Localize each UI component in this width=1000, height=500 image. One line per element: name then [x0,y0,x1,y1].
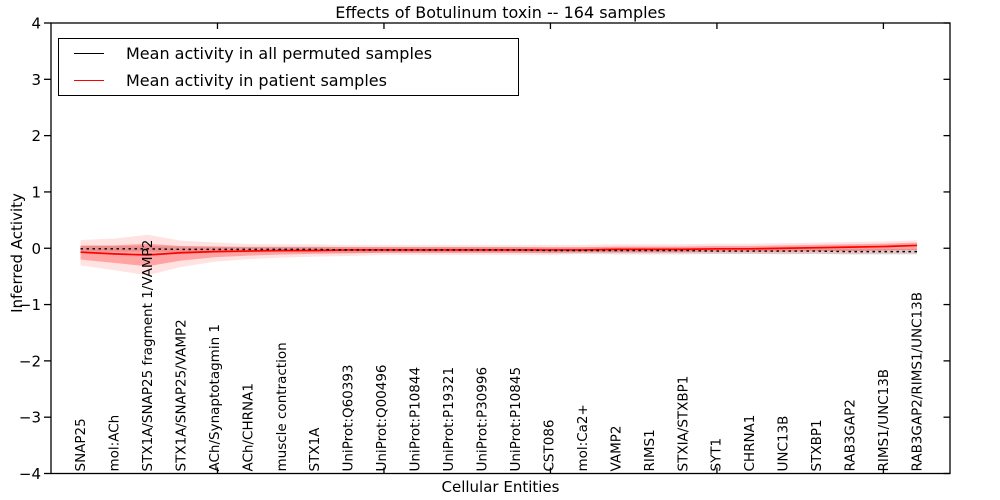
x-tick-label: SNAP25 [73,418,89,471]
y-tick-label: −2 [19,352,41,370]
y-tick-label: 0 [31,240,41,258]
x-tick-label: STX1A/SNAP25/VAMP2 [173,319,189,471]
x-tick-label: UniProt:P30996 [475,367,491,472]
x-tick-label: STXIA/STXBP1 [675,376,691,472]
x-tick-label: UNC13B [776,416,792,472]
legend: Mean activity in all permuted samples Me… [58,38,519,96]
y-axis-label: Inferred Activity [8,193,26,313]
patient-mean-line [80,244,918,256]
x-tick-label: mol:ACh [106,415,122,472]
legend-line-black-icon [74,52,104,54]
x-tick-label: muscle contraction [274,342,290,471]
x-tick-label: UniProt:P10844 [408,367,424,472]
chart-title: Effects of Botulinum toxin -- 164 sample… [335,3,666,22]
legend-item-permuted: Mean activity in all permuted samples [59,40,518,66]
y-tick-label: −3 [19,409,41,427]
y-tick-label: −1 [19,296,41,314]
y-tick-label: 4 [31,15,41,33]
x-tick-label: UniProt:Q60393 [341,364,357,471]
x-tick-label: STXBP1 [809,419,825,471]
legend-label-permuted: Mean activity in all permuted samples [126,43,433,63]
x-tick-label: RAB3GAP2 [843,399,859,471]
legend-line-red-icon [74,80,104,82]
x-tick-label: STX1A [307,427,323,472]
y-tick-label: −4 [19,465,41,483]
x-axis-label: Cellular Entities [441,478,560,496]
x-tick-label: ACh/CHRNA1 [240,383,256,471]
x-tick-label: STX1A/SNAP25 fragment 1/VAMP2 [140,240,156,472]
x-tick-label: mol:Ca2+ [575,404,591,471]
x-tick-label: VAMP2 [608,426,624,472]
patient-outer-band [80,234,917,276]
y-tick-label: 1 [31,183,41,201]
x-tick-label: RIMS1 [642,429,658,471]
legend-label-patient: Mean activity in patient samples [126,71,387,91]
x-tick-label: CST086 [541,419,557,471]
x-tick-label: UniProt:P10845 [508,367,524,472]
y-tick-label: 2 [31,127,41,145]
x-tick-label: UniProt:Q00496 [374,364,390,471]
x-tick-label: SYT1 [709,438,725,472]
legend-item-patient: Mean activity in patient samples [59,68,518,94]
x-tick-label: RAB3GAP2/RIMS1/UNC13B [910,292,926,471]
permuted-mean-line [80,248,917,253]
x-tick-label: CHRNA1 [742,415,758,472]
x-tick-label: RIMS1/UNC13B [876,369,892,472]
y-tick-label: 3 [31,71,41,89]
x-tick-label: UniProt:P19321 [441,367,457,472]
x-tick-label: ACh/Synaptotagmin 1 [207,324,223,472]
